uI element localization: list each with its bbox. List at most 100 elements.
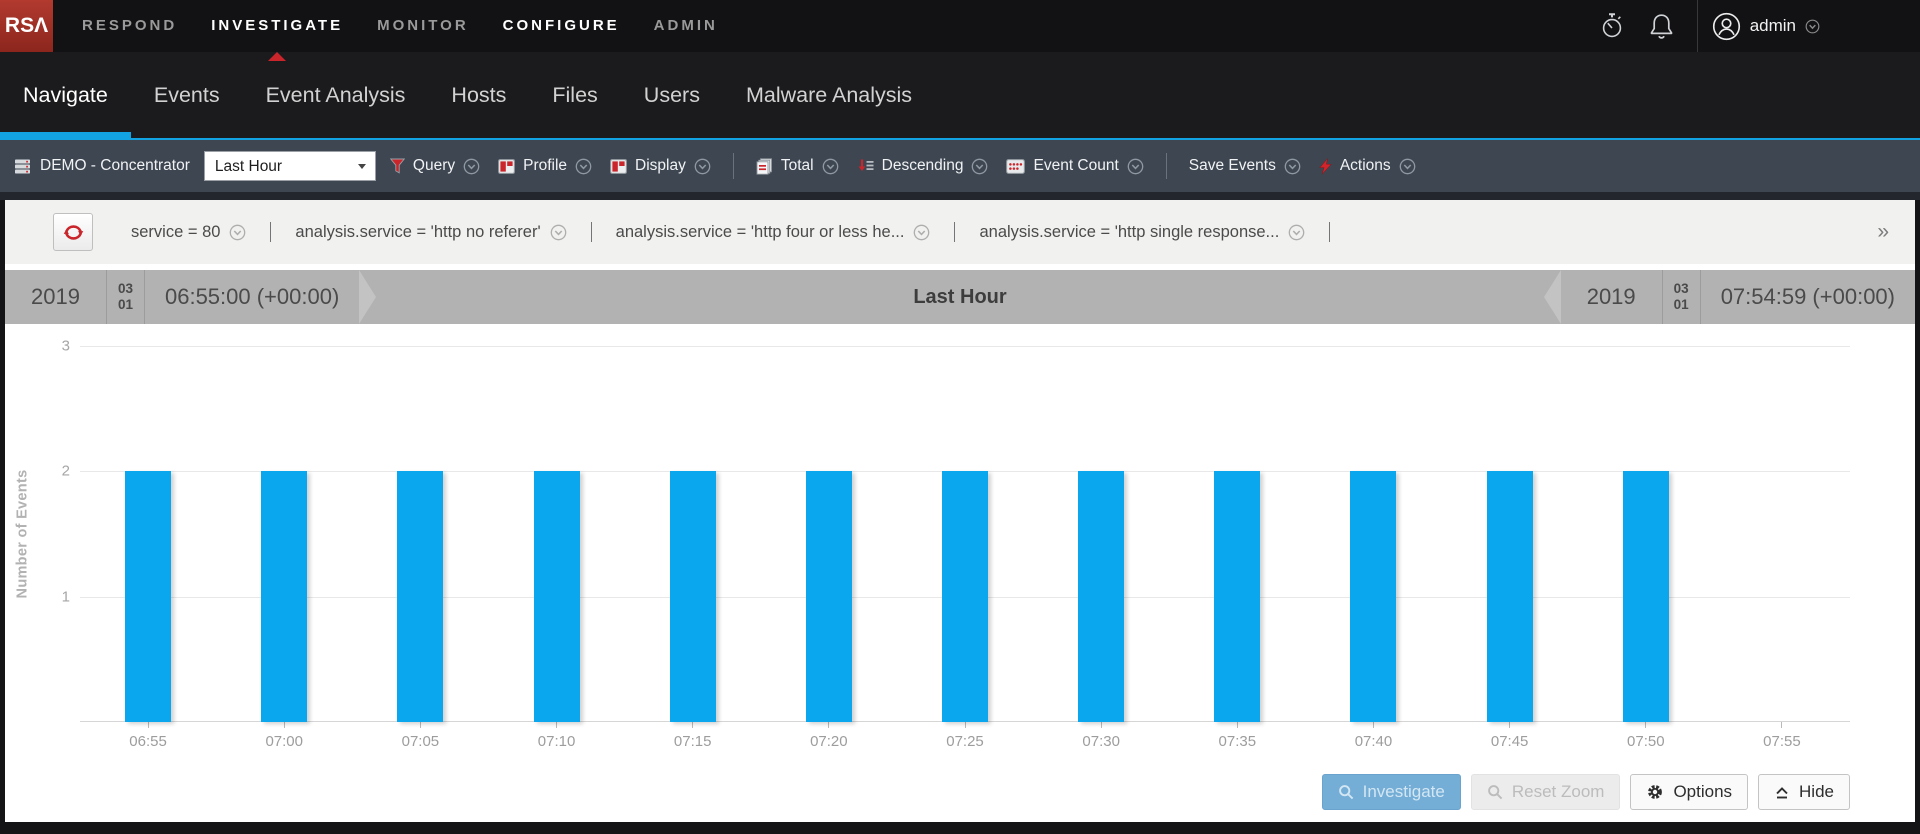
investigate-button[interactable]: Investigate: [1321, 774, 1461, 810]
sub-nav-item-malware-analysis[interactable]: Malware Analysis: [745, 82, 913, 107]
bar-07-50[interactable]: [1622, 471, 1669, 722]
bar-07-10[interactable]: [533, 471, 580, 722]
end-month-day: 03 01: [1663, 281, 1700, 312]
filter-divider: [954, 222, 956, 242]
sub-nav-item-files[interactable]: Files: [552, 82, 598, 107]
gear-icon: [1646, 783, 1664, 801]
refresh-icon: [62, 221, 85, 244]
options-button[interactable]: Options: [1630, 774, 1749, 810]
x-tick: [283, 722, 285, 728]
device-selector[interactable]: DEMO - Concentrator: [14, 157, 190, 175]
filter-list: service = 80 analysis.service = 'http no …: [131, 222, 1354, 242]
bell-icon[interactable]: [1649, 13, 1674, 40]
filter-chip-analysis-service-http-no-referer[interactable]: analysis.service = 'http no referer': [295, 223, 566, 242]
time-range-label: Last Hour: [913, 285, 1007, 308]
time-range-banner: 2019 03 01 06:55:00 (+00:00) Last Hour 2…: [5, 270, 1915, 324]
toolbar-button-profile[interactable]: Profile: [498, 157, 592, 175]
gridline: [80, 346, 1850, 347]
reload-button[interactable]: [53, 213, 93, 251]
chevron-circle-icon: [1288, 224, 1305, 241]
chevron-circle-icon: [1127, 158, 1144, 175]
main-panel: service = 80 analysis.service = 'http no …: [0, 200, 1920, 822]
x-tick-label: 07:05: [401, 733, 440, 750]
toolbar-divider: [732, 153, 734, 179]
stopwatch-icon[interactable]: [1601, 13, 1623, 39]
rsa-logo[interactable]: RSΛ: [0, 0, 53, 52]
start-time: 06:55:00 (+00:00): [164, 284, 340, 309]
sub-nav-item-navigate[interactable]: Navigate: [0, 52, 131, 138]
time-range-select-wrap: Last Hour: [203, 151, 376, 181]
top-nav-item-admin[interactable]: ADMIN: [653, 17, 718, 34]
x-tick-label: 07:00: [265, 733, 303, 750]
x-tick: [828, 722, 830, 728]
x-tick-label: 07:25: [946, 733, 984, 750]
bar-07-30[interactable]: [1078, 471, 1125, 722]
bar-07-25[interactable]: [942, 471, 989, 722]
chevron-circle-icon: [913, 224, 930, 241]
hide-button[interactable]: Hide: [1758, 774, 1850, 810]
top-nav-item-investigate[interactable]: INVESTIGATE: [211, 17, 344, 34]
top-right-controls: admin: [1588, 0, 1920, 52]
x-tick: [1781, 722, 1783, 728]
bar-07-35[interactable]: [1214, 471, 1261, 722]
y-axis-title: Number of Events: [2, 346, 42, 722]
bar-07-15[interactable]: [669, 471, 716, 722]
start-month: 03: [117, 281, 133, 297]
chevron-circle-icon: [550, 224, 567, 241]
filter-chip-analysis-service-http-four-or-less-he[interactable]: analysis.service = 'http four or less he…: [616, 223, 931, 242]
funnel-icon: [389, 158, 405, 174]
x-tick-label: 07:15: [673, 733, 712, 750]
time-range-select[interactable]: Last Hour: [203, 151, 376, 181]
user-menu[interactable]: admin: [1712, 12, 1820, 41]
panel-icon: [610, 158, 627, 174]
top-app-bar: RSΛ RESPOND INVESTIGATE MONITOR CONFIGURE AD…: [0, 0, 1920, 52]
top-nav-item-monitor[interactable]: MONITOR: [377, 17, 469, 34]
filter-chip-service-80[interactable]: service = 80: [131, 223, 246, 242]
sub-nav-item-events[interactable]: Events: [153, 82, 220, 107]
lightning-icon: [1319, 157, 1332, 175]
toolbar-button-event-count[interactable]: Event Count: [1006, 157, 1144, 175]
reset-zoom-button[interactable]: Reset Zoom: [1470, 774, 1621, 810]
top-nav-item-respond[interactable]: RESPOND: [82, 17, 178, 34]
toolbar-button-display[interactable]: Display: [610, 157, 711, 175]
sub-nav-item-users[interactable]: Users: [643, 82, 700, 107]
time-range-start[interactable]: 2019 03 01 06:55:00 (+00:00): [5, 270, 359, 324]
toolbar-button-save-events[interactable]: Save Events: [1189, 157, 1301, 175]
chevron-circle-icon: [822, 158, 839, 175]
panel-icon: [498, 158, 516, 174]
sub-nav: Navigate Events Event Analysis Hosts Files Us…: [0, 52, 1920, 140]
active-tab-pointer-icon: [268, 52, 287, 61]
x-tick: [964, 722, 966, 728]
divider: [1699, 270, 1701, 324]
divider: [105, 270, 107, 324]
sub-nav-item-hosts[interactable]: Hosts: [451, 82, 507, 107]
user-icon: [1712, 12, 1741, 41]
filter-divider: [1329, 222, 1331, 242]
bar-07-05[interactable]: [397, 471, 444, 722]
x-tick: [1236, 722, 1238, 728]
breadcrumb-overflow-button[interactable]: »: [1877, 220, 1889, 243]
bar-07-00[interactable]: [261, 471, 308, 722]
filter-chip-analysis-service-http-single-response[interactable]: analysis.service = 'http single response…: [979, 223, 1305, 242]
y-tick-label: 3: [61, 337, 70, 355]
pages-icon: [756, 157, 773, 175]
bar-07-45[interactable]: [1486, 471, 1533, 722]
start-year: 2019: [31, 284, 80, 309]
x-tick-label: 07:20: [810, 733, 848, 750]
x-tick-label: 07:40: [1354, 733, 1393, 750]
button-label: Hide: [1799, 782, 1834, 801]
collapse-icon: [1774, 785, 1790, 800]
bar-07-20[interactable]: [805, 471, 852, 722]
bar-06-55[interactable]: [125, 471, 172, 722]
top-nav-item-configure[interactable]: CONFIGURE: [502, 17, 620, 34]
toolbar-button-actions[interactable]: Actions: [1319, 157, 1416, 175]
toolbar-button-descending[interactable]: Descending: [857, 157, 989, 175]
bar-07-40[interactable]: [1350, 471, 1397, 722]
toolbar-button-total[interactable]: Total: [756, 157, 839, 175]
time-range-end[interactable]: 2019 03 01 07:54:59 (+00:00): [1543, 270, 1915, 324]
sub-nav-item-event-analysis[interactable]: Event Analysis: [265, 82, 406, 107]
top-nav: RESPOND INVESTIGATE MONITOR CONFIGURE ADMIN: [65, 0, 735, 52]
x-tick: [556, 722, 558, 728]
toolbar-button-query[interactable]: Query: [389, 157, 480, 175]
